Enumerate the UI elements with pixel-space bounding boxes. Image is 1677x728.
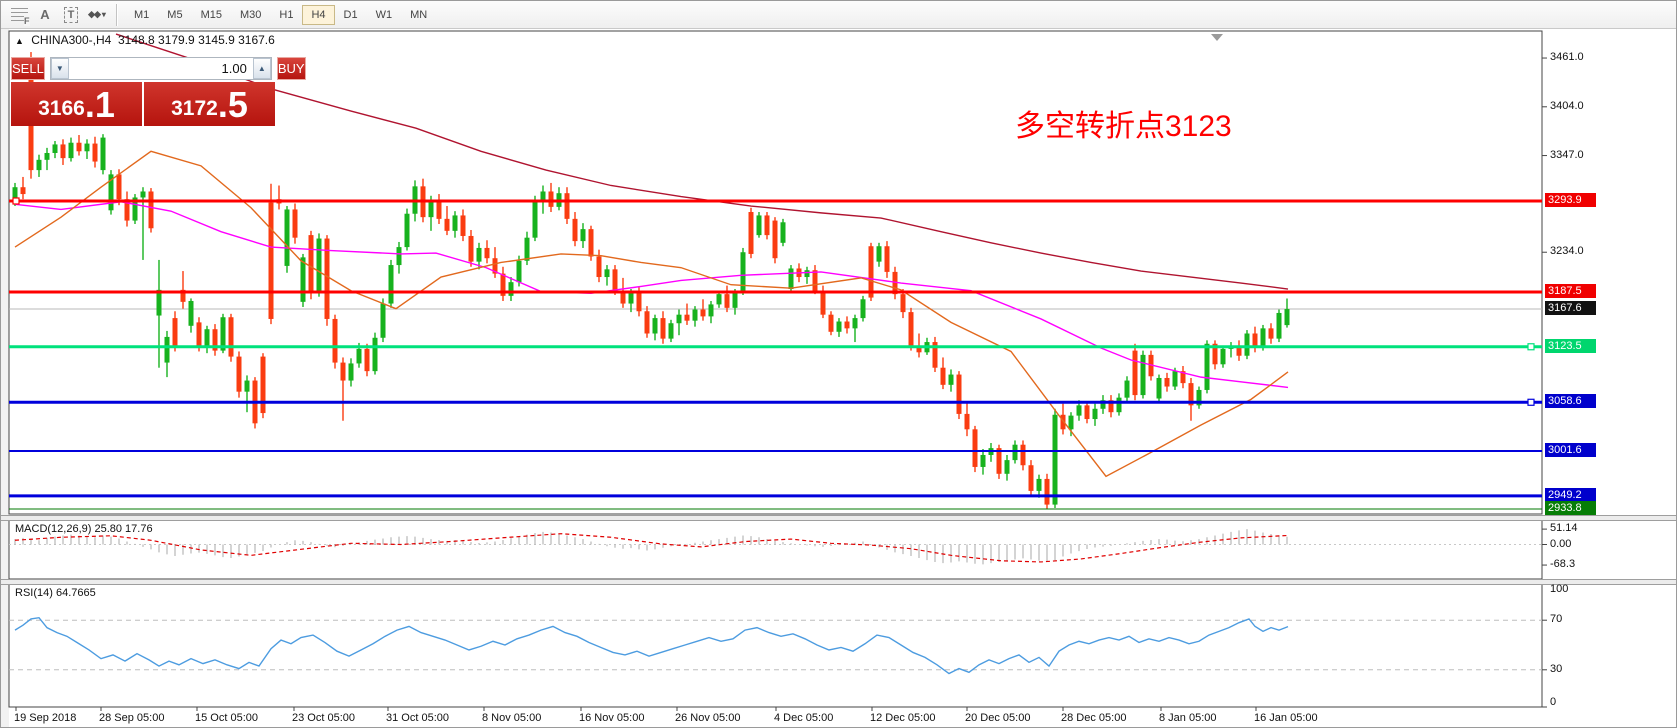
candles-series [12,52,1290,509]
rsi-tick-70: 70 [1550,613,1563,626]
date-tick: 8 Nov 05:00 [482,712,542,724]
panel-divider-macd[interactable] [1,515,1676,521]
chart-shift-marker[interactable] [1211,34,1223,41]
rsi-line [14,616,1289,675]
templates-f-icon[interactable]: F [7,4,31,26]
left-edge-strip [1,29,9,727]
buy-price-pips: .5 [217,84,248,125]
ohlc-open: 3148.8 [117,33,155,47]
date-tick: 4 Dec 05:00 [774,712,834,724]
price-level-badge-3123.5: 3123.5 [1545,338,1596,353]
templates-f-icon-glyph: F [10,7,30,26]
buy-price[interactable]: 3172 .5 [144,82,275,126]
symbol-name: CHINA300-,H4 [31,33,112,47]
timeframe-button-H4[interactable]: H4 [302,4,335,25]
toolbar-separator [116,3,118,26]
rsi-label: RSI(14) 64.7665 [15,587,96,599]
buy-button[interactable]: BUY [276,57,306,80]
rsi-tick-30: 30 [1550,662,1563,675]
date-tick: 8 Jan 05:00 [1159,712,1217,724]
diamonds-glyph: ◆◆ [88,9,101,19]
sell-price-pips: .1 [84,84,115,125]
date-tick: 31 Oct 05:00 [386,712,449,724]
timeframe-button-M30[interactable]: M30 [239,8,262,21]
date-tick: 12 Dec 05:00 [870,712,936,724]
macd-label: MACD(12,26,9) 25.80 17.76 [15,523,153,535]
symbol-header: ▲ CHINA300-,H4 3148.8 3179.9 3145.9 3167… [15,33,275,47]
macd-tick-0.00: 0.00 [1550,537,1572,550]
font-a-icon[interactable]: A [40,7,50,22]
timeframe-button-H1[interactable]: H1 [279,8,294,21]
timeframe-button-W1[interactable]: W1 [375,8,393,21]
text-label-icon[interactable]: T [59,4,83,26]
text-label-icon-glyph: T [63,6,79,23]
price-tick-3404.0: 3404.0 [1550,99,1584,112]
toolbar: F A T ◆◆ ▾ M1 M5 M15 M30 H1 H4 D1 W1 MN [1,1,1676,29]
date-tick: 16 Jan 05:00 [1254,712,1318,724]
buy-price-main: 3172 [171,97,218,120]
sell-price-main: 3166 [38,97,85,120]
timeframe-button-D1[interactable]: D1 [343,8,358,21]
date-tick: 15 Oct 05:00 [195,712,258,724]
macd-histogram [14,529,1288,565]
date-tick: 23 Oct 05:00 [292,712,355,724]
date-tick: 26 Nov 05:00 [675,712,741,724]
volume-decrease-button[interactable]: ▼ [50,58,69,79]
rsi-tick-100: 100 [1550,583,1569,595]
timeframe-button-M1[interactable]: M1 [134,8,150,21]
price-tick-3347.0: 3347.0 [1550,148,1584,161]
macd-tick-51.14: 51.14 [1550,522,1578,535]
objects-diamond-icon[interactable]: ◆◆ ▾ [85,4,109,26]
panel-divider-rsi[interactable] [1,579,1676,585]
timeframe-button-M5[interactable]: M5 [167,8,183,21]
price-level-badge-3058.6: 3058.6 [1545,394,1596,409]
chart-annotation-text: 多空转折点3123 [1015,110,1232,143]
fast-ma [14,150,1289,478]
rsi-tick-0: 0 [1550,696,1557,708]
price-level-badge-2949.2: 2949.2 [1545,487,1596,502]
date-tick: 28 Dec 05:00 [1061,712,1127,724]
macd-tick--68.3: -68.3 [1550,558,1576,571]
one-click-trading-panel: SELL ▼ ▲ BUY 3166 .1 3172 .5 [11,57,306,126]
price-tick-3461.0: 3461.0 [1550,51,1584,64]
macd-signal-line [14,533,1289,563]
price-tick-3234.0: 3234.0 [1550,245,1584,258]
volume-input[interactable] [68,58,253,79]
collapse-arrow-icon[interactable]: ▲ [15,36,24,46]
timeframe-button-MN[interactable]: MN [410,8,428,21]
price-level-badge-3187.5: 3187.5 [1545,284,1596,298]
ohlc-low: 3145.9 [198,33,235,47]
timeframe-group: M1 M5 M15 M30 H1 H4 D1 W1 MN [125,4,436,25]
price-level-badge-3167.6: 3167.6 [1545,301,1596,316]
date-tick: 28 Sep 05:00 [99,712,165,724]
date-tick: 19 Sep 2018 [14,712,77,724]
date-tick: 16 Nov 05:00 [579,712,645,724]
ohlc-close: 3167.6 [238,33,275,47]
sell-button[interactable]: SELL [11,57,45,80]
volume-increase-button[interactable]: ▲ [252,58,271,79]
slow-ma [115,33,1289,290]
volume-control: ▼ ▲ [49,57,272,80]
price-level-badge-3001.6: 3001.6 [1545,443,1596,458]
sell-price[interactable]: 3166 .1 [11,82,142,126]
ohlc-high: 3179.9 [158,33,195,47]
timeframe-button-M15[interactable]: M15 [200,8,222,21]
date-tick: 20 Dec 05:00 [965,712,1031,724]
price-level-badge-3293.9: 3293.9 [1545,192,1596,207]
price-level-badge-2933.8: 2933.8 [1545,501,1596,516]
chevron-down-icon: ▾ [101,10,106,19]
